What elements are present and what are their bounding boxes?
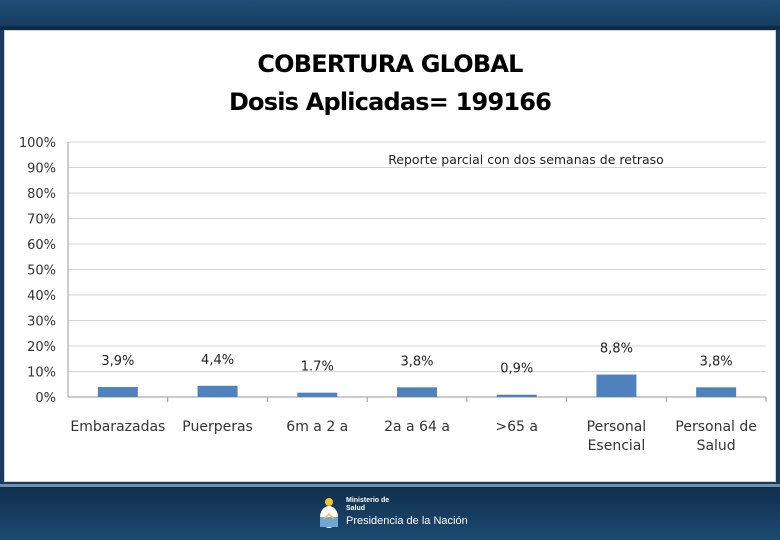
- y-tick-label: 30%: [27, 315, 56, 330]
- header-stripe: [0, 26, 780, 30]
- ministry-logo: Ministerio de Salud Presidencia de la Na…: [318, 496, 468, 534]
- bar: [97, 387, 138, 397]
- chart-subtitle: Dosis Aplicadas= 199166: [228, 88, 552, 116]
- slide-area: [4, 30, 776, 482]
- y-tick-label: 0%: [35, 391, 56, 406]
- x-category-label: Salud: [697, 438, 736, 454]
- bar: [696, 387, 737, 397]
- y-tick-label: 40%: [27, 289, 56, 304]
- x-category-label: >65 a: [495, 419, 538, 435]
- y-tick-label: 90%: [27, 162, 56, 177]
- bar: [297, 392, 338, 397]
- x-category-label: 2a a 64 a: [384, 419, 450, 435]
- y-tick-label: 70%: [27, 213, 56, 228]
- chart-title: COBERTURA GLOBAL: [257, 50, 523, 78]
- data-label: 8,8%: [600, 342, 633, 357]
- bar: [197, 385, 238, 397]
- footer-line: [0, 484, 780, 487]
- data-label: 0,9%: [500, 362, 533, 377]
- data-label: 4,4%: [201, 353, 234, 368]
- bar: [596, 374, 637, 397]
- header-band: [0, 0, 780, 30]
- footer-band: [0, 484, 780, 540]
- bar: [496, 394, 537, 397]
- x-category-label: Esencial: [588, 438, 646, 454]
- y-tick-label: 80%: [27, 187, 56, 202]
- bar-chart: 0% 10% 20% 30% 40% 50% 60% 70% 80% 90% 100% Reporte…: [19, 136, 767, 454]
- x-category-label: Personal de: [675, 419, 756, 435]
- y-tick-label: 100%: [19, 136, 56, 151]
- ministry-name: Ministerio de Salud: [346, 497, 389, 513]
- data-label: 3,8%: [700, 354, 733, 369]
- bar: [397, 387, 437, 397]
- x-category-label: Puerperas: [182, 419, 253, 435]
- x-category-label: Personal: [587, 419, 647, 435]
- ministry-line-2: Salud: [346, 505, 366, 512]
- x-category-label: Embarazadas: [70, 419, 165, 435]
- y-tick-label: 60%: [27, 238, 56, 253]
- x-category-label: 6m a 2 a: [286, 419, 348, 435]
- y-tick-label: 50%: [27, 264, 56, 279]
- presidency-name: Presidencia de la Nación: [346, 515, 468, 527]
- data-label: 3,9%: [101, 354, 134, 369]
- data-label: 3,8%: [400, 354, 433, 369]
- y-tick-label: 10%: [27, 366, 56, 381]
- chart-annotation: Reporte parcial con dos semanas de retra…: [388, 152, 664, 167]
- y-tick-label: 20%: [27, 340, 56, 355]
- ministry-line-1: Ministerio de: [346, 497, 390, 504]
- data-label: 1.7%: [301, 360, 334, 375]
- coat-of-arms-icon: [320, 498, 338, 528]
